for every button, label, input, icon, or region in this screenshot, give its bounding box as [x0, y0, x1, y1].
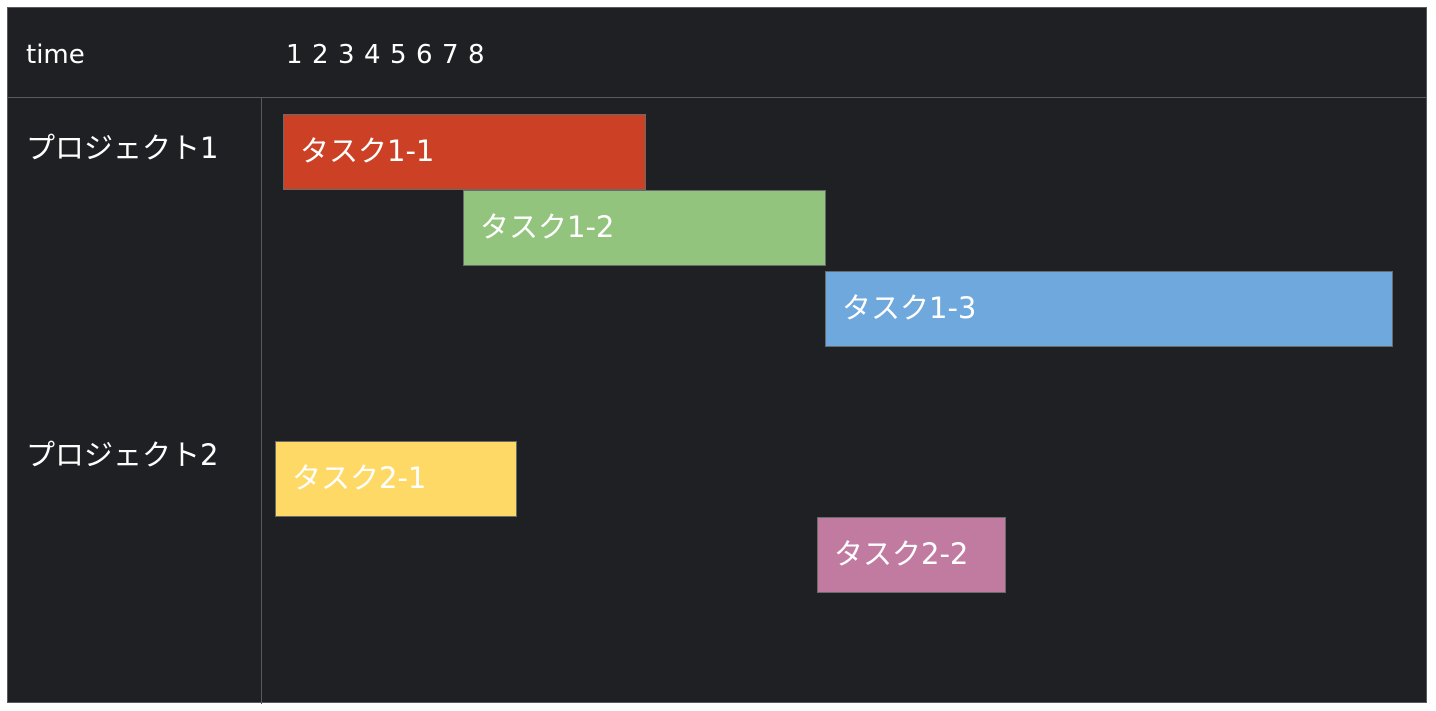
project-label-1: プロジェクト1: [26, 131, 219, 165]
time-tick-5: 5: [390, 40, 407, 70]
time-tick-3: 3: [338, 40, 355, 70]
task-label-2-1: タスク2-1: [292, 461, 427, 495]
gantt-chart: time 1 2 3 4 5 6 7 8 プロジェクト1 プロジェクト2 タスク…: [7, 7, 1427, 704]
time-tick-1: 1: [286, 40, 303, 70]
time-header: time 1 2 3 4 5 6 7 8: [8, 8, 1426, 98]
column-divider: [261, 98, 262, 704]
task-bar-2-1[interactable]: タスク2-1: [275, 441, 517, 517]
project-label-2: プロジェクト2: [26, 438, 219, 472]
task-bar-1-3[interactable]: タスク1-3: [825, 271, 1393, 347]
task-label-1-3: タスク1-3: [842, 291, 977, 325]
time-tick-7: 7: [442, 40, 459, 70]
time-ticks: 1 2 3 4 5 6 7 8: [286, 39, 494, 71]
time-label: time: [26, 40, 85, 70]
task-label-1-2: タスク1-2: [480, 210, 615, 244]
task-bar-1-1[interactable]: タスク1-1: [283, 114, 646, 190]
time-tick-2: 2: [312, 40, 329, 70]
task-label-2-2: タスク2-2: [834, 537, 969, 571]
time-tick-8: 8: [468, 40, 485, 70]
time-tick-6: 6: [416, 40, 433, 70]
task-bar-2-2[interactable]: タスク2-2: [817, 517, 1006, 593]
task-label-1-1: タスク1-1: [300, 134, 435, 168]
time-tick-4: 4: [364, 40, 381, 70]
task-bar-1-2[interactable]: タスク1-2: [463, 190, 826, 266]
